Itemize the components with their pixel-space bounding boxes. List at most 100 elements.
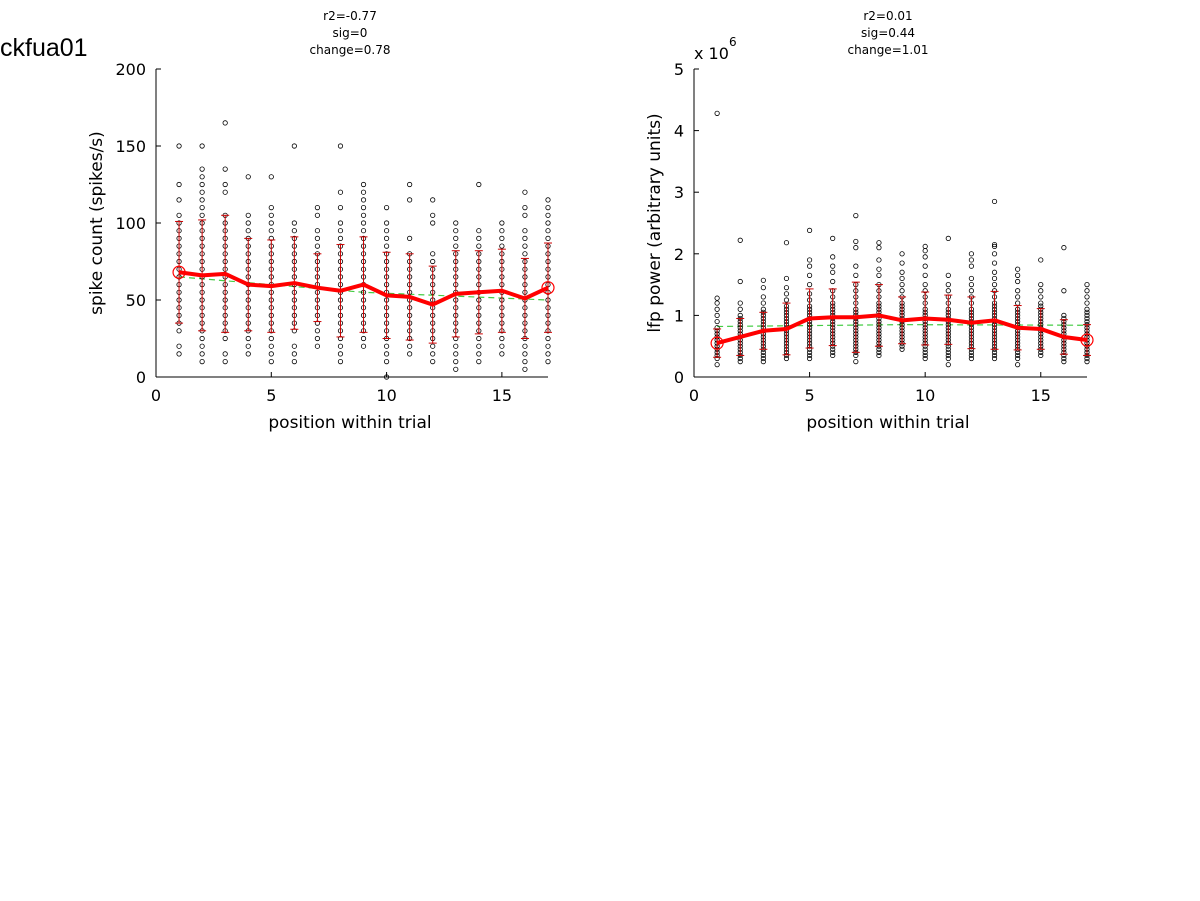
- data-point: [245, 212, 251, 218]
- data-point: [968, 251, 975, 257]
- data-point: [245, 220, 251, 226]
- data-point: [968, 352, 975, 359]
- data-point: [222, 358, 228, 365]
- data-point: [830, 235, 836, 241]
- data-point: [383, 351, 390, 357]
- data-point: [737, 237, 743, 243]
- data-point: [991, 251, 998, 257]
- data-point: [245, 351, 251, 357]
- data-point: [922, 346, 928, 352]
- data-point: [760, 294, 766, 300]
- y-tick-label: 1: [674, 306, 684, 325]
- data-point: [853, 245, 859, 251]
- data-point: [714, 300, 720, 306]
- data-point: [737, 312, 743, 318]
- x-tick-label: 10: [915, 386, 935, 405]
- data-point: [1084, 300, 1090, 306]
- data-point: [337, 220, 344, 226]
- data-point: [522, 228, 528, 234]
- data-point: [499, 343, 505, 349]
- data-point: [222, 351, 228, 357]
- data-point: [922, 349, 928, 355]
- data-point: [545, 212, 551, 218]
- data-point: [830, 269, 836, 275]
- axis-multiplier-exponent: 6: [729, 35, 737, 49]
- x-tick-label: 0: [151, 386, 161, 405]
- data-point: [314, 243, 321, 249]
- data-point: [453, 243, 459, 249]
- data-point: [199, 166, 205, 172]
- data-point: [245, 174, 251, 180]
- x-tick-label: 15: [492, 386, 512, 405]
- data-point: [945, 235, 951, 241]
- data-point: [476, 228, 482, 234]
- data-point: [968, 281, 975, 288]
- data-point: [199, 143, 205, 149]
- data-point: [945, 355, 951, 362]
- data-point: [1061, 355, 1067, 362]
- mean-end-marker: [1080, 333, 1094, 347]
- data-point: [199, 189, 205, 195]
- data-point: [545, 220, 551, 226]
- data-point: [291, 358, 297, 365]
- data-point: [1084, 312, 1090, 318]
- data-point: [806, 263, 813, 269]
- data-point: [453, 366, 459, 372]
- data-point: [1015, 272, 1021, 278]
- data-point: [522, 366, 528, 372]
- data-point: [1084, 318, 1090, 325]
- data-point: [899, 251, 905, 257]
- data-point: [453, 343, 459, 349]
- data-point: [1061, 288, 1067, 294]
- data-point: [783, 291, 790, 297]
- data-point: [337, 228, 344, 234]
- y-axis-label: lfp power (arbitrary units): [645, 113, 665, 332]
- data-point: [383, 343, 390, 349]
- stat-line: sig=0.44: [861, 26, 915, 40]
- data-point: [783, 297, 790, 303]
- data-point: [383, 374, 390, 380]
- data-point: [222, 120, 228, 126]
- data-point: [291, 143, 297, 149]
- data-point: [922, 254, 928, 260]
- data-point: [222, 166, 228, 172]
- data-point: [476, 235, 482, 241]
- data-point: [176, 143, 182, 149]
- data-point: [176, 197, 182, 203]
- data-point: [760, 285, 766, 291]
- data-point: [737, 300, 743, 306]
- data-point: [830, 263, 836, 269]
- data-point: [991, 275, 998, 282]
- data-point: [1084, 309, 1090, 315]
- data-point: [476, 343, 482, 349]
- data-point: [783, 275, 790, 282]
- data-point: [199, 181, 205, 188]
- data-point: [714, 318, 720, 325]
- data-point: [806, 349, 813, 355]
- data-point: [783, 285, 790, 291]
- mean-line: [716, 313, 1088, 346]
- data-point: [545, 343, 551, 349]
- data-point: [430, 258, 436, 265]
- data-point: [199, 343, 205, 349]
- data-point: [291, 220, 297, 226]
- data-point: [199, 351, 205, 357]
- data-point: [806, 257, 813, 263]
- data-point: [314, 205, 321, 211]
- y-tick-label: 0: [136, 368, 146, 387]
- data-point: [945, 281, 951, 288]
- data-point: [522, 351, 528, 357]
- data-point: [806, 281, 813, 288]
- data-point: [830, 278, 836, 285]
- data-point: [453, 228, 459, 234]
- data-point: [714, 306, 720, 312]
- data-point: [522, 189, 528, 195]
- data-point: [1038, 349, 1044, 355]
- data-point: [545, 228, 551, 234]
- data-point: [314, 235, 321, 241]
- data-point: [876, 245, 882, 251]
- data-point: [499, 228, 505, 234]
- data-point: [714, 295, 720, 301]
- x-axis-label: position within trial: [806, 413, 969, 433]
